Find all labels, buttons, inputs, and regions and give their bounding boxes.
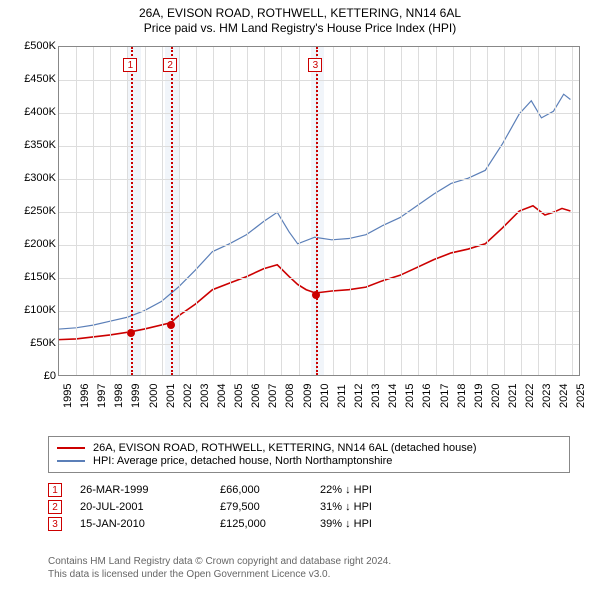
x-axis-label: 2013 (370, 384, 382, 408)
y-axis-label: £400K (12, 106, 56, 118)
plot-area (58, 46, 580, 376)
y-axis-label: £350K (12, 139, 56, 151)
x-axis-label: 1998 (113, 384, 125, 408)
marker-badge: 1 (48, 483, 62, 497)
x-axis-label: 2001 (165, 384, 177, 408)
legend-label: HPI: Average price, detached house, Nort… (93, 455, 392, 467)
chart-title-area: 26A, EVISON ROAD, ROTHWELL, KETTERING, N… (0, 0, 600, 35)
marker-hpi-diff: 22% ↓ HPI (320, 484, 420, 496)
marker-badge: 3 (48, 517, 62, 531)
y-axis-label: £200K (12, 238, 56, 250)
y-axis-label: £250K (12, 205, 56, 217)
marker-badge: 2 (48, 500, 62, 514)
marker-date: 26-MAR-1999 (80, 484, 220, 496)
marker-price: £79,500 (220, 501, 320, 513)
chart-marker-badge: 1 (123, 58, 137, 72)
marker-table: 1 26-MAR-1999 £66,000 22% ↓ HPI 2 20-JUL… (48, 480, 420, 534)
y-axis-label: £0 (12, 370, 56, 382)
footer-line2: This data is licensed under the Open Gov… (48, 568, 391, 581)
marker-dot (127, 329, 135, 337)
x-axis-label: 2008 (284, 384, 296, 408)
legend-item-hpi: HPI: Average price, detached house, Nort… (57, 455, 561, 467)
legend-label: 26A, EVISON ROAD, ROTHWELL, KETTERING, N… (93, 442, 477, 454)
x-axis-label: 2015 (404, 384, 416, 408)
x-axis-label: 2006 (250, 384, 262, 408)
y-axis-label: £300K (12, 172, 56, 184)
y-axis-label: £150K (12, 271, 56, 283)
marker-hpi-diff: 31% ↓ HPI (320, 501, 420, 513)
x-axis-label: 2004 (216, 384, 228, 408)
x-axis-label: 2011 (336, 384, 348, 408)
chart-lines (59, 47, 579, 375)
x-axis-label: 1995 (62, 384, 74, 408)
series-price_paid (59, 206, 570, 340)
x-axis-label: 2021 (507, 384, 519, 408)
legend-swatch (57, 460, 85, 462)
x-axis-label: 2023 (541, 384, 553, 408)
x-axis-label: 2009 (302, 384, 314, 408)
y-axis-label: £500K (12, 40, 56, 52)
x-axis-label: 2022 (524, 384, 536, 408)
marker-price: £66,000 (220, 484, 320, 496)
x-axis-label: 2016 (421, 384, 433, 408)
chart: £0 £50K £100K £150K £200K £250K £300K £350K £400… (10, 42, 590, 422)
legend-item-price-paid: 26A, EVISON ROAD, ROTHWELL, KETTERING, N… (57, 442, 561, 454)
x-axis-label: 2003 (199, 384, 211, 408)
x-axis-label: 2012 (353, 384, 365, 408)
x-axis-label: 2019 (473, 384, 485, 408)
x-axis-label: 2002 (182, 384, 194, 408)
legend-swatch (57, 447, 85, 449)
y-axis-label: £50K (12, 337, 56, 349)
x-axis-label: 2005 (233, 384, 245, 408)
marker-row: 2 20-JUL-2001 £79,500 31% ↓ HPI (48, 500, 420, 514)
x-axis-label: 2025 (575, 384, 587, 408)
marker-dot (167, 321, 175, 329)
x-axis-label: 2007 (267, 384, 279, 408)
chart-marker-badge: 3 (308, 58, 322, 72)
x-axis-label: 2000 (148, 384, 160, 408)
x-axis-label: 2018 (456, 384, 468, 408)
y-axis-label: £450K (12, 73, 56, 85)
chart-title-line2: Price paid vs. HM Land Registry's House … (0, 21, 600, 35)
marker-date: 15-JAN-2010 (80, 518, 220, 530)
x-axis-label: 2020 (490, 384, 502, 408)
x-axis-label: 1996 (79, 384, 91, 408)
footer: Contains HM Land Registry data © Crown c… (48, 555, 391, 581)
marker-row: 1 26-MAR-1999 £66,000 22% ↓ HPI (48, 483, 420, 497)
x-axis-label: 2010 (319, 384, 331, 408)
x-axis-label: 2017 (439, 384, 451, 408)
legend: 26A, EVISON ROAD, ROTHWELL, KETTERING, N… (48, 436, 570, 473)
chart-marker-badge: 2 (163, 58, 177, 72)
chart-title-line1: 26A, EVISON ROAD, ROTHWELL, KETTERING, N… (0, 6, 600, 20)
x-axis-label: 2024 (558, 384, 570, 408)
x-axis-label: 1997 (96, 384, 108, 408)
x-axis-label: 2014 (387, 384, 399, 408)
marker-price: £125,000 (220, 518, 320, 530)
marker-row: 3 15-JAN-2010 £125,000 39% ↓ HPI (48, 517, 420, 531)
y-axis-label: £100K (12, 304, 56, 316)
x-axis-label: 1999 (130, 384, 142, 408)
footer-line1: Contains HM Land Registry data © Crown c… (48, 555, 391, 568)
marker-dot (312, 291, 320, 299)
marker-hpi-diff: 39% ↓ HPI (320, 518, 420, 530)
marker-date: 20-JUL-2001 (80, 501, 220, 513)
